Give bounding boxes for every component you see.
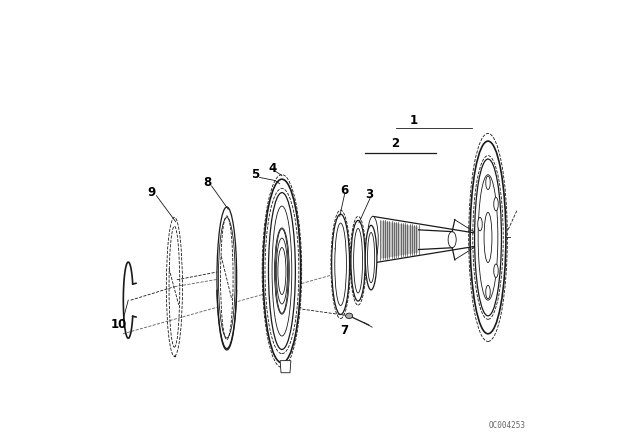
Ellipse shape bbox=[353, 228, 362, 293]
Ellipse shape bbox=[478, 175, 498, 300]
Ellipse shape bbox=[346, 313, 353, 319]
Ellipse shape bbox=[484, 212, 492, 263]
Ellipse shape bbox=[367, 216, 378, 263]
Polygon shape bbox=[280, 361, 291, 373]
Text: 10: 10 bbox=[111, 318, 127, 332]
Text: 2: 2 bbox=[391, 137, 399, 150]
Ellipse shape bbox=[493, 264, 498, 277]
Ellipse shape bbox=[470, 141, 506, 334]
Text: 7: 7 bbox=[340, 324, 349, 337]
Ellipse shape bbox=[365, 225, 377, 290]
Text: 8: 8 bbox=[203, 176, 211, 189]
Text: 6: 6 bbox=[340, 184, 349, 197]
Ellipse shape bbox=[493, 198, 498, 211]
Text: OC004253: OC004253 bbox=[489, 421, 526, 430]
Text: 5: 5 bbox=[251, 168, 259, 181]
Text: 1: 1 bbox=[410, 114, 418, 128]
Ellipse shape bbox=[272, 206, 292, 336]
Ellipse shape bbox=[486, 176, 490, 190]
Text: 4: 4 bbox=[269, 161, 277, 175]
Ellipse shape bbox=[478, 217, 483, 231]
Ellipse shape bbox=[217, 207, 237, 349]
Ellipse shape bbox=[448, 232, 456, 248]
Ellipse shape bbox=[475, 159, 502, 316]
Ellipse shape bbox=[263, 179, 301, 363]
Ellipse shape bbox=[275, 229, 289, 313]
Text: 3: 3 bbox=[365, 188, 373, 202]
Text: 9: 9 bbox=[148, 186, 156, 199]
Ellipse shape bbox=[367, 233, 374, 283]
Ellipse shape bbox=[332, 214, 349, 314]
Ellipse shape bbox=[335, 223, 346, 306]
Ellipse shape bbox=[269, 193, 296, 349]
Ellipse shape bbox=[351, 220, 365, 301]
Ellipse shape bbox=[486, 285, 490, 299]
Polygon shape bbox=[380, 220, 419, 259]
